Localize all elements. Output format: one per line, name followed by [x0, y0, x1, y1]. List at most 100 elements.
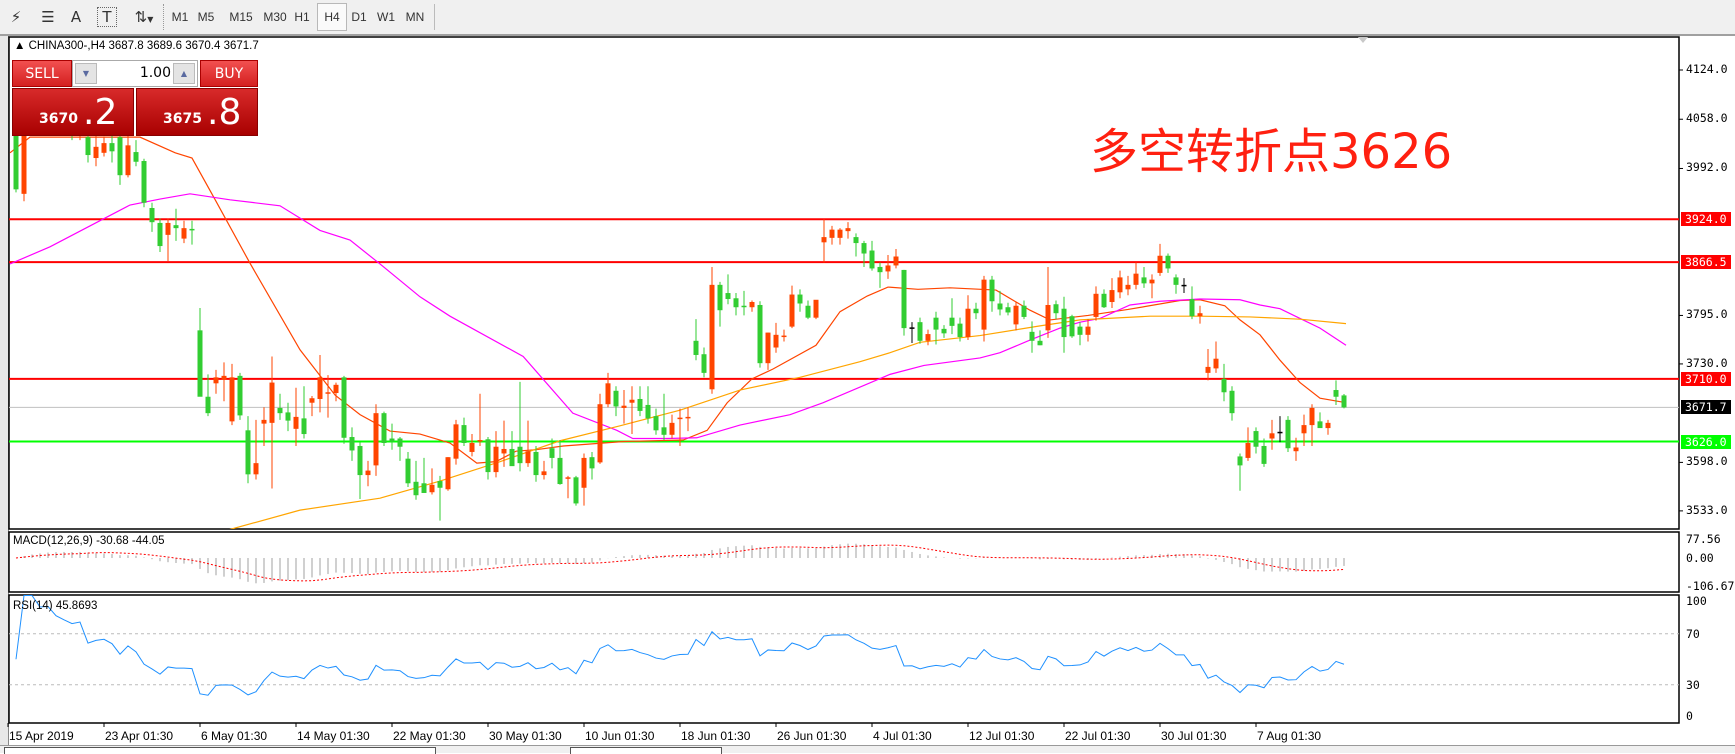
candle-body	[1229, 390, 1235, 414]
candle-body	[997, 303, 1003, 310]
candle-body	[309, 398, 315, 403]
chart-tab[interactable]	[4, 747, 436, 754]
arrows-icon: ⇅	[134, 8, 148, 26]
timeframe-m30[interactable]: M30	[263, 10, 287, 24]
fibonacci-fan-icon[interactable]: ☰	[41, 8, 55, 26]
candle-body	[141, 161, 147, 203]
candle-body	[1077, 326, 1083, 335]
candle-body	[205, 396, 211, 414]
candle-body	[829, 229, 835, 238]
candle-body	[1293, 447, 1299, 452]
timeframe-m1[interactable]: M1	[171, 10, 189, 24]
rsi-axis-30: 30	[1686, 678, 1700, 692]
candle-body	[189, 228, 195, 231]
candle-body	[733, 298, 739, 308]
candle-body	[749, 302, 755, 308]
lot-decrease-button[interactable]: ▼	[75, 63, 97, 84]
lot-increase-button[interactable]: ▲	[173, 63, 195, 84]
price-axis-label: 4124.0	[1686, 62, 1728, 76]
timeframe-w1[interactable]: W1	[377, 10, 395, 24]
price-axis-label: 3795.0	[1686, 307, 1728, 322]
candle-body	[845, 228, 851, 232]
time-axis-label: 6 May 01:30	[201, 729, 268, 743]
sell-button[interactable]: SELL	[12, 60, 72, 87]
candle-body	[989, 279, 995, 302]
candle-body	[381, 413, 387, 443]
moving-average-line	[229, 315, 1347, 529]
rsi-axis-100: 100	[1686, 594, 1707, 608]
candle-body	[957, 323, 963, 338]
candle-body	[1221, 378, 1227, 393]
candle-body	[397, 438, 403, 447]
candle-body	[917, 322, 923, 341]
candle-body	[197, 330, 203, 397]
current-price-tag: 3671.7	[1681, 400, 1731, 415]
candle-body	[1165, 255, 1171, 269]
buy-button[interactable]: BUY	[200, 60, 258, 87]
chart-tab[interactable]	[570, 747, 722, 754]
candle-body	[453, 424, 459, 459]
candle-body	[109, 143, 115, 152]
macd-frame	[8, 531, 1680, 593]
one-click-trading-panel: SELL ▼ 1.00 ▲ BUY 3670 .2 3675 .8	[12, 60, 258, 136]
candle-body	[1061, 308, 1067, 338]
collapse-triangle-icon[interactable]: ▲	[14, 40, 29, 52]
candle-body	[549, 448, 555, 458]
timeframe-m15[interactable]: M15	[229, 10, 253, 24]
text-label-icon[interactable]: T	[97, 7, 117, 27]
arrows-dropdown-icon[interactable]: ⇅▼	[128, 6, 160, 28]
candle-body	[1205, 366, 1211, 373]
candle-body	[1277, 431, 1283, 434]
chart-shift-marker[interactable]	[1358, 37, 1368, 43]
candle-body	[1133, 273, 1139, 285]
buy-price-main: 3675	[163, 111, 202, 127]
level-price-tag: 3924.0	[1681, 212, 1731, 227]
price-axis-label: 3730.0	[1686, 355, 1728, 370]
candle-body	[493, 446, 499, 473]
lot-size-field[interactable]: ▼ 1.00 ▲	[72, 60, 198, 87]
symbol-header: ▲ CHINA300-,H4 3687.8 3689.6 3670.4 3671…	[14, 40, 259, 52]
candle-body	[1013, 305, 1019, 325]
candle-body	[1085, 326, 1091, 335]
buy-price-button[interactable]: 3675 .8	[136, 88, 258, 136]
candle-body	[461, 425, 467, 443]
time-axis-label: 18 Jun 01:30	[681, 729, 751, 743]
candle-body	[893, 256, 899, 266]
candle-body	[317, 377, 323, 399]
candle-body	[725, 293, 731, 300]
candle-body	[1117, 277, 1123, 293]
candle-body	[1309, 407, 1315, 426]
candle-body	[85, 137, 91, 156]
elliott-wave-icon[interactable]: ⚡	[10, 8, 22, 26]
candle-body	[285, 412, 291, 421]
timeframe-h4[interactable]: H4	[317, 3, 347, 31]
candle-body	[789, 294, 795, 327]
chevron-down-icon: ▼	[147, 15, 154, 24]
candle-body	[965, 308, 971, 338]
candle-body	[941, 328, 947, 334]
timeframe-d1[interactable]: D1	[351, 10, 367, 24]
text-icon[interactable]: A	[70, 8, 82, 26]
time-axis-label: 26 Jun 01:30	[777, 729, 847, 743]
sell-price-button[interactable]: 3670 .2	[12, 88, 134, 136]
candle-body	[1045, 304, 1051, 331]
candle-body	[1109, 290, 1115, 303]
time-axis-label: 14 May 01:30	[297, 729, 370, 743]
timeframe-m5[interactable]: M5	[197, 10, 215, 24]
timeframe-h1[interactable]: H1	[294, 10, 310, 24]
candle-body	[741, 305, 747, 308]
timeframe-mn[interactable]: MN	[405, 10, 425, 24]
candle-body	[541, 471, 547, 476]
candle-body	[93, 146, 99, 159]
candle-body	[909, 327, 915, 329]
candle-body	[1037, 340, 1043, 346]
lot-size-input[interactable]: 1.00	[139, 65, 171, 81]
candle-body	[677, 417, 683, 420]
time-axis-label: 30 May 01:30	[489, 729, 562, 743]
candle-body	[821, 237, 827, 243]
chart-annotation-text[interactable]: 多空转折点3626	[1090, 124, 1453, 180]
candle-body	[565, 477, 571, 479]
chart-tabs-bar	[0, 745, 1735, 753]
candle-body	[661, 427, 667, 435]
